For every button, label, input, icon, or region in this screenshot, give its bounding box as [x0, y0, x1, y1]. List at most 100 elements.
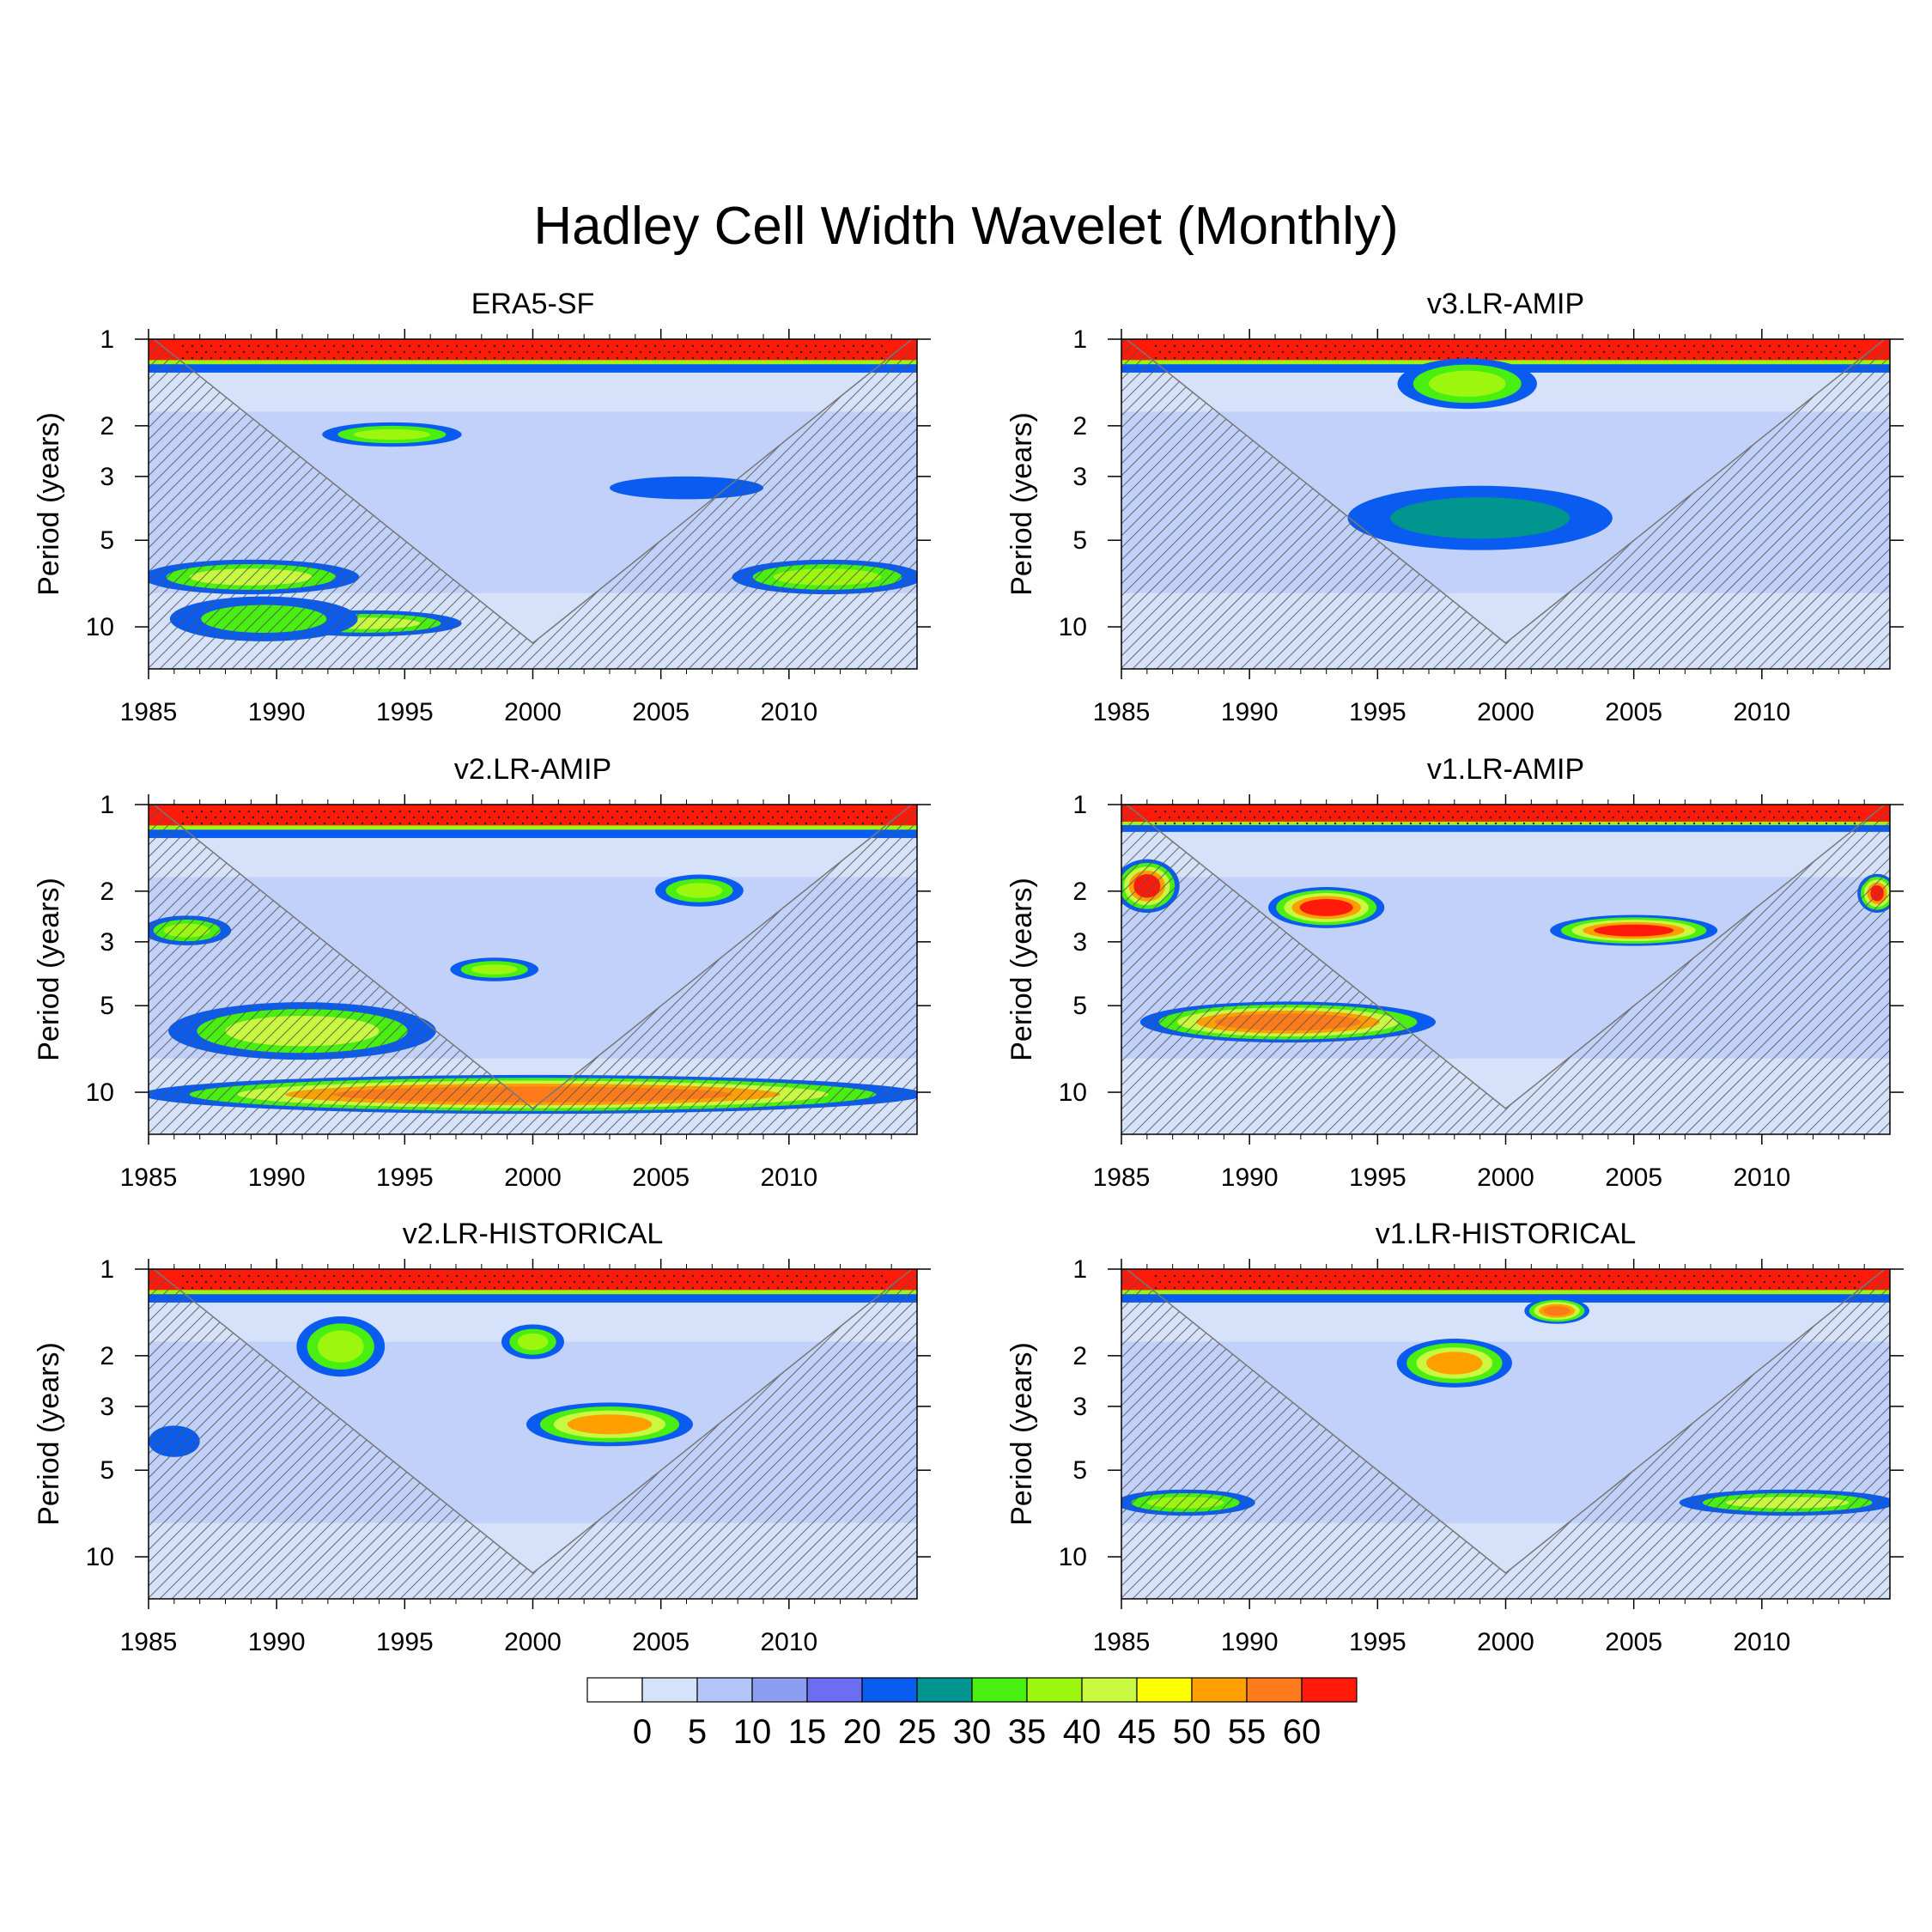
- stipple-dot: [818, 816, 822, 819]
- stipple-dot: [374, 350, 378, 354]
- stipple-dot: [1390, 822, 1394, 825]
- stipple-dot: [568, 822, 572, 825]
- stipple-dot: [559, 822, 562, 825]
- stipple-dot: [210, 344, 213, 348]
- stipple-dot: [1432, 1280, 1436, 1284]
- stipple-dot: [1158, 1280, 1162, 1284]
- stipple-dot: [516, 816, 519, 819]
- stipple-dot: [1522, 822, 1526, 825]
- stipple-dot: [1400, 1286, 1403, 1290]
- stipple-dot: [856, 1280, 860, 1284]
- stipple-dot: [1721, 344, 1724, 348]
- stipple-dot: [1740, 1274, 1743, 1278]
- stipple-dot: [1564, 350, 1568, 354]
- stipple-dot: [195, 350, 198, 354]
- stipple-dot: [1154, 356, 1157, 360]
- stipple-dot: [1277, 810, 1280, 813]
- stipple-dot: [625, 356, 629, 360]
- stipple-dot: [261, 1280, 264, 1284]
- stipple-dot: [1173, 356, 1176, 360]
- stipple-dot: [1309, 816, 1313, 819]
- stipple-dot: [1466, 344, 1469, 348]
- stipple-dot: [1589, 356, 1592, 360]
- stipple-dot: [1721, 1274, 1724, 1278]
- stipple-dot: [1598, 810, 1601, 813]
- stipple-dot: [204, 816, 208, 819]
- stipple-dot: [1206, 350, 1209, 354]
- stipple-dot: [606, 822, 610, 825]
- stipple-dot: [1352, 356, 1356, 360]
- stipple-dot: [1168, 350, 1171, 354]
- colorbar-swatch: [861, 1677, 918, 1703]
- stipple-dot: [559, 810, 562, 813]
- stipple-dot: [266, 356, 270, 360]
- stipple-dot: [422, 1280, 425, 1284]
- stipple-dot: [1820, 350, 1823, 354]
- stipple-dot: [1664, 344, 1668, 348]
- stipple-dot: [1475, 1274, 1479, 1278]
- stipple-dot: [1381, 344, 1384, 348]
- stipple-dot: [1532, 810, 1535, 813]
- stipple-dot: [582, 816, 586, 819]
- stipple-dot: [1560, 344, 1564, 348]
- power-contour: [1299, 899, 1353, 916]
- stipple-dot: [701, 344, 704, 348]
- stipple-dot: [323, 810, 326, 813]
- stipple-dot: [1617, 822, 1620, 825]
- y-tick-label: 1: [1072, 791, 1087, 819]
- stipple-dot: [606, 1274, 610, 1278]
- stipple-dot: [620, 816, 623, 819]
- x-tick-label: 2010: [760, 1628, 817, 1656]
- stipple-dot: [1352, 344, 1356, 348]
- stipple-dot: [355, 816, 359, 819]
- stipple-dot: [871, 1274, 874, 1278]
- stipple-dot: [871, 822, 874, 825]
- stipple-dot: [195, 1280, 198, 1284]
- stipple-dot: [1494, 356, 1498, 360]
- stipple-dot: [653, 810, 657, 813]
- stipple-dot: [1706, 816, 1710, 819]
- stipple-dot: [512, 344, 515, 348]
- stipple-dot: [1334, 810, 1337, 813]
- stipple-dot: [285, 1286, 289, 1290]
- stipple-dot: [1645, 810, 1649, 813]
- stipple-dot: [720, 822, 723, 825]
- stipple-dot: [1763, 1280, 1766, 1284]
- y-tick-label: 10: [1059, 613, 1087, 641]
- stipple-dot: [318, 1280, 321, 1284]
- stipple-dot: [592, 350, 595, 354]
- stipple-dot: [757, 1286, 761, 1290]
- stipple-dot: [1258, 1274, 1261, 1278]
- stipple-dot: [790, 1280, 793, 1284]
- stipple-dot: [380, 822, 383, 825]
- stipple-dot: [408, 356, 411, 360]
- stipple-dot: [384, 350, 387, 354]
- stipple-dot: [696, 816, 699, 819]
- stipple-dot: [295, 356, 298, 360]
- stipple-dot: [686, 816, 690, 819]
- stipple-dot: [573, 350, 576, 354]
- stipple-dot: [370, 1274, 374, 1278]
- stipple-dot: [1664, 1286, 1668, 1290]
- stipple-dot: [871, 1286, 874, 1290]
- stipple-dot: [408, 1286, 411, 1290]
- stipple-dot: [1362, 1286, 1365, 1290]
- stipple-dot: [1716, 1280, 1719, 1284]
- stipple-dot: [318, 350, 321, 354]
- stipple-dot: [1262, 816, 1266, 819]
- stipple-dot: [757, 1274, 761, 1278]
- stipple-dot: [200, 344, 204, 348]
- stipple-dot: [276, 810, 279, 813]
- x-tick-label: 1995: [1349, 1628, 1406, 1656]
- stipple-dot: [1300, 816, 1303, 819]
- stipple-dot: [1772, 1280, 1776, 1284]
- stipple-dot: [592, 816, 595, 819]
- stipple-dot: [1645, 822, 1649, 825]
- stipple-dot: [493, 344, 496, 348]
- stipple-dot: [1697, 816, 1700, 819]
- stipple-dot: [313, 1286, 317, 1290]
- cone-of-influence-line: [1126, 805, 1886, 1109]
- stipple-dot: [1602, 816, 1606, 819]
